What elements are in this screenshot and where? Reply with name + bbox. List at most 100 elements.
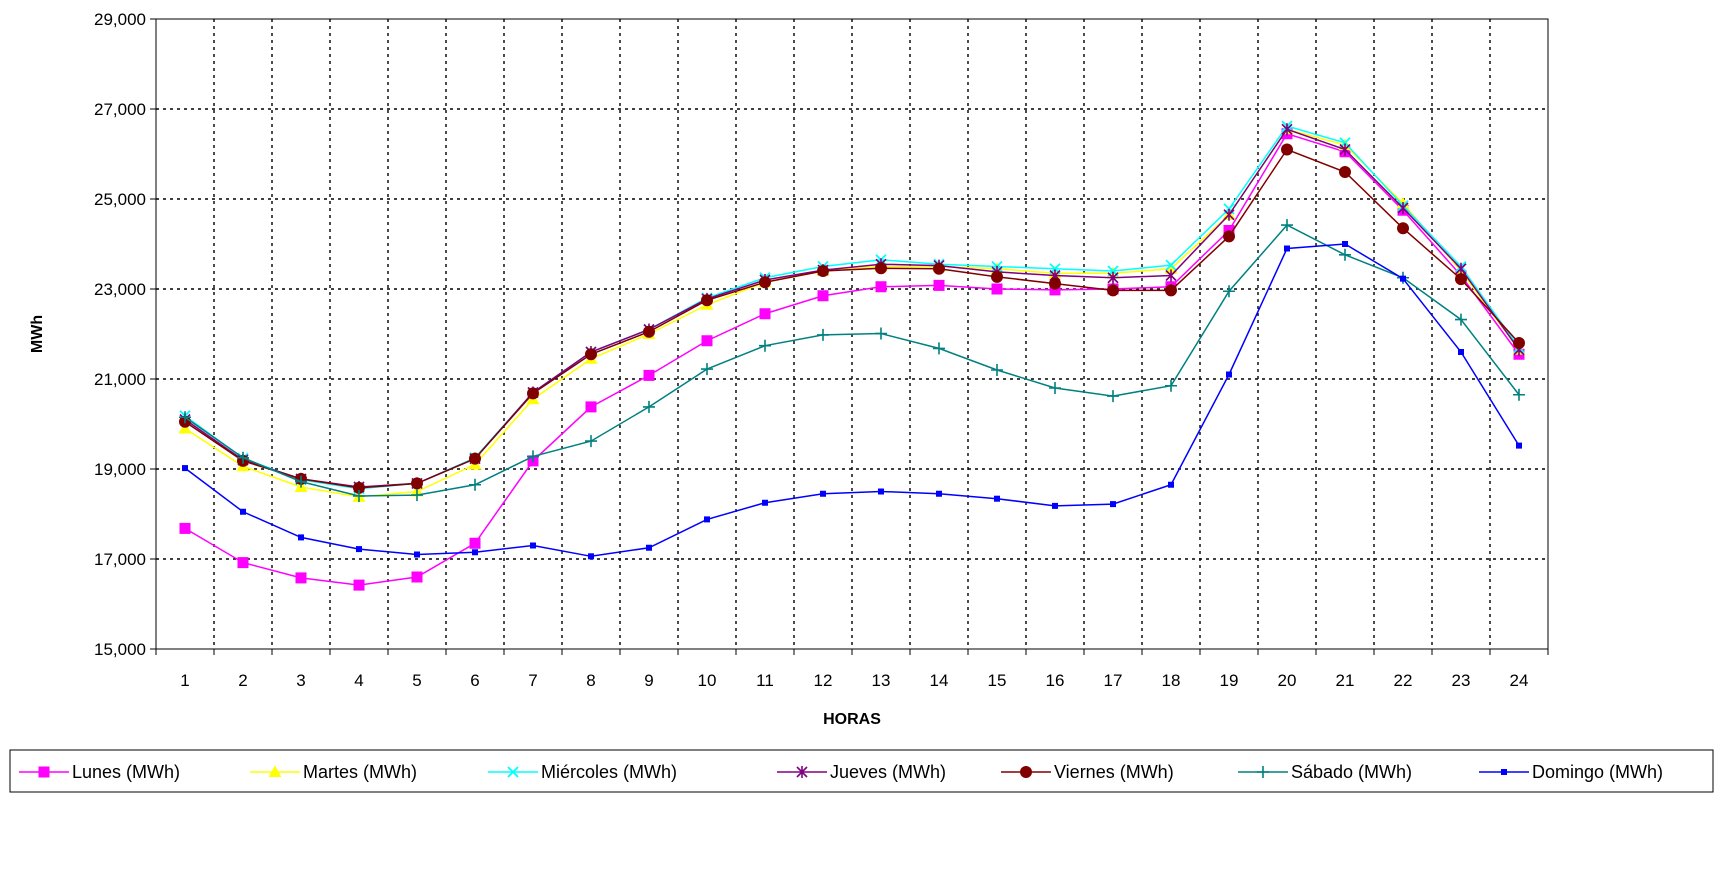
data-point <box>237 451 249 464</box>
data-point <box>1223 230 1235 243</box>
data-point <box>1455 273 1467 286</box>
x-tick-label: 17 <box>1104 671 1123 690</box>
data-point <box>704 516 710 523</box>
data-point <box>1339 166 1351 178</box>
series-6 <box>179 219 1525 502</box>
y-tick-label: 29,000 <box>94 10 146 29</box>
legend-swatch-marker <box>1257 766 1269 778</box>
legend-swatch-marker <box>1020 766 1032 778</box>
x-tick-label: 23 <box>1452 671 1471 690</box>
data-point <box>1339 143 1351 156</box>
series-line <box>184 224 1520 497</box>
y-tick-label: 21,000 <box>94 370 146 389</box>
data-point <box>179 522 191 534</box>
data-point <box>179 411 191 424</box>
x-tick-label: 4 <box>354 671 363 690</box>
gridlines <box>156 19 1548 649</box>
legend-swatch-marker <box>38 766 50 778</box>
legend-label: Miércoles (MWh) <box>541 762 677 782</box>
data-point <box>469 537 481 549</box>
data-point <box>991 364 1003 376</box>
data-point <box>585 348 597 361</box>
data-point <box>759 308 771 320</box>
x-tick-label: 1 <box>180 671 189 690</box>
data-point <box>237 557 249 569</box>
series-line <box>184 148 1520 489</box>
legend-item: Martes (MWh) <box>250 762 417 782</box>
data-point <box>530 542 536 549</box>
data-point <box>817 265 829 277</box>
data-point <box>1049 382 1061 394</box>
data-point <box>353 490 365 502</box>
x-tick-label: 9 <box>644 671 653 690</box>
legend-item: Jueves (MWh) <box>777 762 946 782</box>
legend-label: Viernes (MWh) <box>1054 762 1174 782</box>
y-axis: 15,000 17,000 19,000 21,000 23,000 25,000 27,0… <box>94 10 156 659</box>
y-tick-label: 23,000 <box>94 280 146 299</box>
legend-item: Miércoles (MWh) <box>488 762 677 782</box>
x-tick-label: 8 <box>586 671 595 690</box>
data-point <box>1284 245 1290 252</box>
x-tick-label: 20 <box>1278 671 1297 690</box>
data-point <box>182 465 188 472</box>
x-tick-label: 19 <box>1220 671 1239 690</box>
data-point <box>1455 262 1467 275</box>
data-point <box>1339 248 1351 261</box>
series-line <box>184 243 1520 558</box>
data-point <box>1223 285 1235 298</box>
data-point <box>1342 241 1348 247</box>
y-axis-title: MWh <box>29 315 46 353</box>
data-point <box>701 363 713 376</box>
y-tick-label: 27,000 <box>94 100 146 119</box>
data-point <box>353 481 365 494</box>
data-point <box>1165 259 1177 271</box>
data-point <box>936 490 942 497</box>
data-point <box>994 495 1000 502</box>
data-point <box>1107 271 1119 284</box>
data-point <box>1226 371 1232 378</box>
data-point <box>875 281 887 293</box>
data-point <box>585 401 597 413</box>
data-point <box>1516 442 1522 449</box>
data-point <box>411 489 423 502</box>
data-point <box>933 262 945 275</box>
data-point <box>933 342 945 355</box>
x-tick-label: 10 <box>698 671 717 690</box>
legend-label: Jueves (MWh) <box>830 762 946 782</box>
x-tick-label: 15 <box>988 671 1007 690</box>
data-point <box>1400 275 1406 282</box>
data-point <box>1397 222 1409 235</box>
data-point <box>701 335 713 347</box>
data-point <box>240 508 246 515</box>
data-point <box>356 546 362 553</box>
legend-swatch-marker <box>268 765 282 777</box>
x-tick-label: 6 <box>470 671 479 690</box>
data-point <box>1165 284 1177 297</box>
data-point <box>643 369 655 381</box>
data-point <box>1168 481 1174 488</box>
data-point <box>875 262 887 275</box>
data-point <box>817 328 829 341</box>
data-point <box>469 478 481 491</box>
data-point <box>1281 143 1293 156</box>
x-tick-label: 7 <box>528 671 537 690</box>
data-point <box>588 553 594 560</box>
data-point <box>820 490 826 497</box>
y-tick-label: 25,000 <box>94 190 146 209</box>
y-tick-label: 19,000 <box>94 460 146 479</box>
legend: Lunes (MWh) Martes (MWh) Miércoles (MWh) Ju… <box>9 749 1714 793</box>
data-point <box>759 339 771 352</box>
legend-label: Domingo (MWh) <box>1532 762 1663 782</box>
legend-item: Domingo (MWh) <box>1479 762 1663 782</box>
data-point <box>1458 349 1464 355</box>
data-point <box>933 279 945 291</box>
data-point <box>875 327 887 340</box>
legend-label: Martes (MWh) <box>303 762 417 782</box>
data-point <box>643 325 655 338</box>
y-tick-label: 15,000 <box>94 640 146 659</box>
x-tick-label: 16 <box>1046 671 1065 690</box>
data-point <box>1165 379 1177 392</box>
data-point <box>1513 337 1525 349</box>
x-tick-label: 3 <box>296 671 305 690</box>
data-point <box>1052 502 1058 509</box>
